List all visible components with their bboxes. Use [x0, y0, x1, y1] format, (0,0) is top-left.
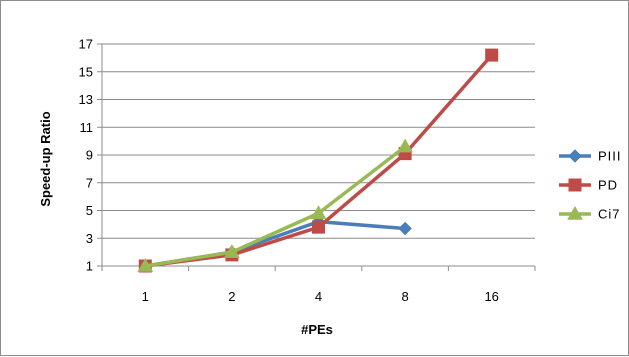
y-tick-label: 17	[79, 37, 93, 52]
series-line-ci7	[145, 145, 407, 268]
grid-lines	[102, 43, 535, 239]
y-tick-label: 7	[86, 175, 93, 190]
series-line-pd	[145, 53, 494, 268]
y-axis-title: Speed-up Ratio	[38, 111, 53, 206]
data-point-piii	[398, 221, 412, 236]
legend-label-ci7: Ci7	[598, 207, 621, 222]
y-tick-label: 1	[86, 259, 93, 274]
y-tick-label: 11	[80, 120, 94, 135]
y-tick-label: 3	[86, 231, 93, 246]
x-tick-label: 8	[401, 289, 408, 304]
data-point-ci7	[397, 138, 413, 153]
series-piii	[138, 214, 412, 273]
x-tick-label: 2	[228, 289, 235, 304]
data-point-ci7	[224, 244, 240, 258]
x-tick-label: 16	[484, 289, 498, 304]
axes	[97, 43, 536, 271]
data-point-ci7	[310, 205, 327, 220]
data-point-ci7	[137, 257, 154, 272]
legend-marker-piii	[568, 149, 582, 163]
x-tick-label: 1	[142, 289, 149, 304]
series-ci7	[137, 138, 413, 272]
series-lines	[137, 48, 499, 273]
data-point-pd	[485, 48, 499, 62]
legend-label-piii: PIII	[598, 149, 622, 164]
y-tick-label: 5	[86, 203, 93, 218]
legend: PIII PD Ci7	[559, 149, 622, 222]
y-tick-label: 13	[79, 92, 93, 107]
x-tick-label: 4	[315, 289, 322, 304]
x-axis-title: #PEs	[301, 322, 333, 337]
y-tick-label: 15	[79, 64, 93, 79]
x-tick-labels: 1 2 4 8 16	[142, 289, 499, 304]
legend-label-pd: PD	[598, 178, 618, 193]
legend-marker-ci7	[567, 205, 583, 220]
legend-item-pd: PD	[559, 178, 618, 193]
y-tick-label: 9	[86, 148, 93, 163]
legend-item-piii: PIII	[559, 149, 622, 164]
legend-marker-pd	[568, 178, 582, 192]
data-point-pd	[312, 220, 325, 234]
legend-item-ci7: Ci7	[559, 205, 621, 222]
